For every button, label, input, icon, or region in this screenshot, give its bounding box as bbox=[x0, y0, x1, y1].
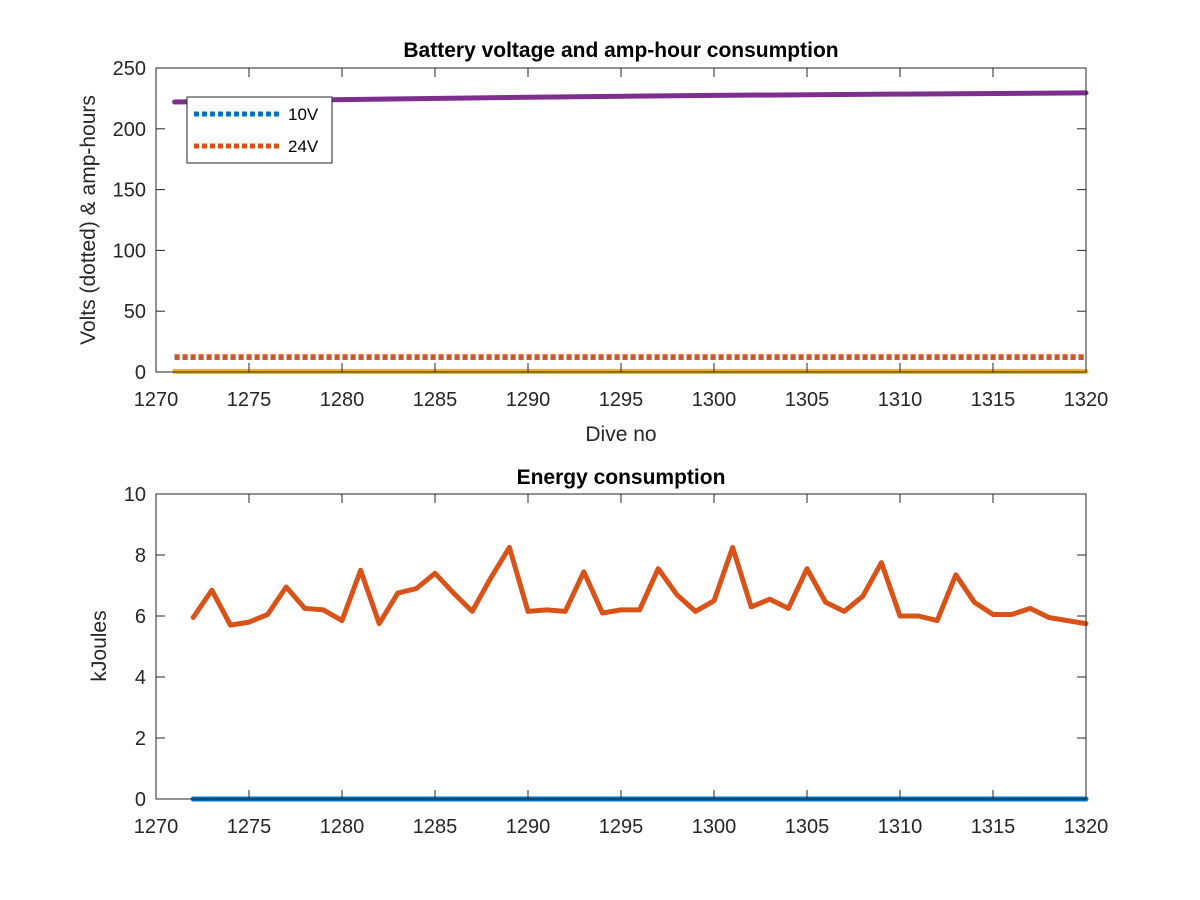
voltage-plot-legend: 10V 24V bbox=[186, 96, 333, 164]
energy-plot-xtick-label: 1290 bbox=[506, 816, 551, 838]
energy-plot-xtick-label: 1275 bbox=[227, 816, 272, 838]
energy-plot-ytick-label: 2 bbox=[135, 728, 146, 750]
energy-plot-xtick-label: 1305 bbox=[785, 816, 830, 838]
energy-plot-ytick-label: 0 bbox=[135, 789, 146, 811]
voltage-plot-xlabel: Dive no bbox=[585, 423, 656, 446]
voltage-plot-xtick-label: 1315 bbox=[971, 389, 1016, 411]
voltage-plot-xtick-label: 1280 bbox=[320, 389, 365, 411]
voltage-plot-xtick-label: 1300 bbox=[692, 389, 737, 411]
energy-plot-series-line-0 bbox=[190, 544, 1089, 628]
energy-plot-xtick-label: 1285 bbox=[413, 816, 458, 838]
legend-box bbox=[186, 96, 333, 164]
voltage-plot-ytick-label: 200 bbox=[113, 119, 146, 141]
voltage-plot-ytick-label: 250 bbox=[113, 58, 146, 80]
voltage-plot-xtick-label: 1320 bbox=[1064, 389, 1109, 411]
energy-plot-xtick-label: 1295 bbox=[599, 816, 644, 838]
energy-plot-xtick-label: 1310 bbox=[878, 816, 923, 838]
energy-plot-area bbox=[156, 494, 1086, 799]
energy-plot-ytick-label: 8 bbox=[135, 545, 146, 567]
energy-plot-title: Energy consumption bbox=[517, 466, 726, 489]
voltage-plot-title: Battery voltage and amp-hour consumption bbox=[403, 39, 838, 62]
energy-plot-xtick-label: 1315 bbox=[971, 816, 1016, 838]
legend-label-10v: 10V bbox=[288, 105, 319, 124]
voltage-plot-ytick-label: 50 bbox=[124, 301, 146, 323]
energy-plot-ytick-label: 6 bbox=[135, 606, 146, 628]
voltage-plot-xtick-label: 1295 bbox=[599, 389, 644, 411]
voltage-plot-xtick-label: 1285 bbox=[413, 389, 458, 411]
voltage-plot-ytick-label: 150 bbox=[113, 180, 146, 202]
energy-plot-ticks: 1270 1275 1280 1285 1290 1295 1300 1305 1310 1315… bbox=[124, 484, 1109, 838]
energy-plot: 1270 1275 1280 1285 1290 1295 1300 1305 1310 1315… bbox=[88, 466, 1108, 838]
energy-plot-ylabel: kJoules bbox=[88, 610, 111, 681]
voltage-plot-xtick-label: 1270 bbox=[134, 389, 179, 411]
energy-plot-xtick-label: 1320 bbox=[1064, 816, 1109, 838]
energy-plot-xtick-label: 1280 bbox=[320, 816, 365, 838]
voltage-plot-ytick-label: 100 bbox=[113, 240, 146, 262]
energy-plot-ytick-label: 10 bbox=[124, 484, 146, 506]
legend-label-24v: 24V bbox=[288, 137, 319, 156]
voltage-plot: 1270 1275 1280 1285 1290 1295 1300 1305 1310 1315… bbox=[77, 39, 1108, 446]
voltage-plot-xtick-label: 1305 bbox=[785, 389, 830, 411]
voltage-plot-ylabel: Volts (dotted) & amp-hours bbox=[77, 95, 100, 345]
voltage-plot-xtick-label: 1290 bbox=[506, 389, 551, 411]
energy-plot-xtick-label: 1270 bbox=[134, 816, 179, 838]
energy-plot-ytick-label: 4 bbox=[135, 667, 146, 689]
energy-plot-xtick-label: 1300 bbox=[692, 816, 737, 838]
voltage-plot-xtick-label: 1275 bbox=[227, 389, 272, 411]
voltage-plot-xtick-label: 1310 bbox=[878, 389, 923, 411]
voltage-plot-ticks: 1270 1275 1280 1285 1290 1295 1300 1305 1310 1315… bbox=[113, 58, 1109, 411]
voltage-plot-ytick-label: 0 bbox=[135, 362, 146, 384]
